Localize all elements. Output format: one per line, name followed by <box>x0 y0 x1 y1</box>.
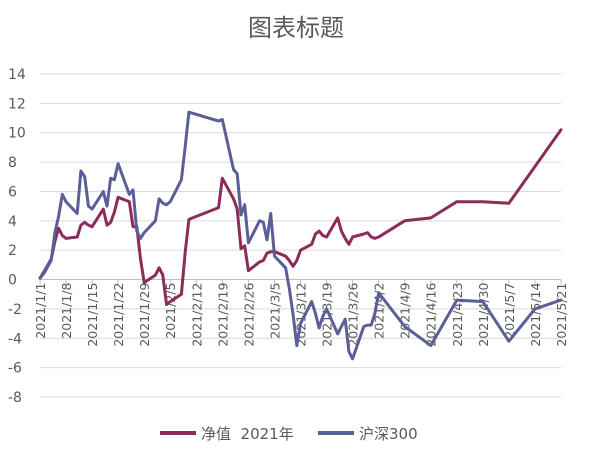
x-tick-label: 2021/3/12 <box>294 283 309 347</box>
x-tick-label: 2021/1/8 <box>59 282 74 338</box>
y-tick-label: 10 <box>8 126 26 142</box>
legend-label-0: 净值 2021年 <box>201 425 294 443</box>
x-axis: 2021/1/1 2021/1/8 2021/1/15 2021/1/22 2021/1… <box>33 279 569 347</box>
y-tick-label: 8 <box>8 155 17 171</box>
x-tick-label: 2021/4/30 <box>476 282 491 346</box>
x-tick-label: 2021/4/16 <box>424 282 439 346</box>
series-line-1 <box>38 110 563 361</box>
x-tick-label: 2021/5/14 <box>528 282 543 346</box>
y-tick-label: 12 <box>8 96 26 112</box>
x-tick-label: 2021/2/19 <box>215 282 230 346</box>
x-tick-label: 2021/2/26 <box>241 282 256 346</box>
y-tick-label: 0 <box>8 273 17 289</box>
x-tick-label: 2021/1/22 <box>111 283 126 347</box>
x-tick-label: 2021/2/12 <box>189 283 204 347</box>
y-axis-ticks: -8 -6 -4 -2 0 2 4 6 8 10 12 14 <box>8 67 26 406</box>
gridlines <box>40 73 561 398</box>
x-tick-label: 2021/5/21 <box>554 283 569 347</box>
x-tick-label: 2021/3/5 <box>267 283 282 339</box>
y-tick-label: 6 <box>8 184 17 200</box>
y-tick-label: 14 <box>8 67 26 83</box>
x-tick-label: 2021/1/1 <box>33 283 48 339</box>
y-tick-label: 4 <box>8 214 17 230</box>
x-tick-label: 2021/1/29 <box>137 282 152 346</box>
x-tick-label: 2021/3/26 <box>346 282 361 346</box>
chart-title: 图表标题 <box>248 14 344 42</box>
y-tick-label: -4 <box>8 331 22 347</box>
y-tick-label: -6 <box>8 361 22 377</box>
x-tick-label: 2021/1/15 <box>85 283 100 347</box>
y-tick-label: 2 <box>8 243 17 259</box>
legend-label-1: 沪深300 <box>359 425 418 443</box>
y-tick-label: -8 <box>8 390 22 406</box>
series-lines <box>38 110 563 361</box>
x-tick-label: 2021/4/23 <box>450 283 465 347</box>
y-tick-label: -2 <box>8 302 22 318</box>
x-tick-label: 2021/3/19 <box>320 282 335 346</box>
x-tick-label: 2021/5/7 <box>502 283 517 339</box>
legend: 净值 2021年 沪深300 <box>160 425 418 443</box>
series-line-0 <box>38 128 563 306</box>
